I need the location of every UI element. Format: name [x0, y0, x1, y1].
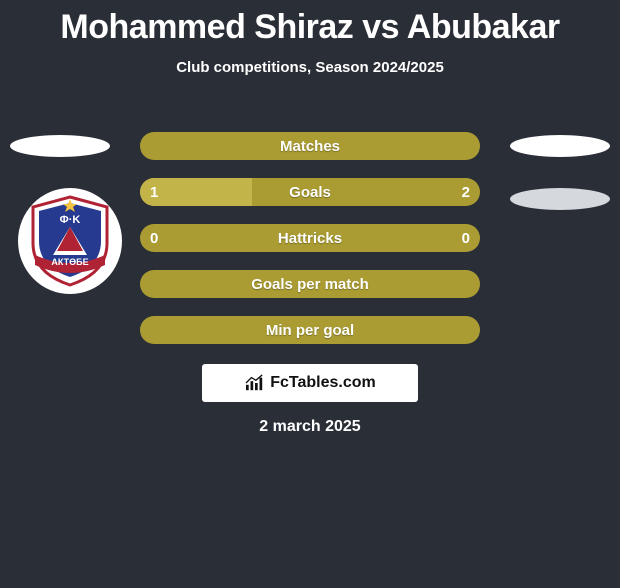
stat-label: Goals per match [140, 270, 480, 298]
player-left-ellipse [10, 135, 110, 157]
player-right-ellipse-top [510, 135, 610, 157]
stat-label: Hattricks [140, 224, 480, 252]
page-title: Mohammed Shiraz vs Abubakar [0, 8, 620, 47]
stat-bar-min-per-goal: Min per goal [140, 316, 480, 344]
date-label: 2 march 2025 [0, 418, 620, 436]
stat-right-value: 2 [462, 178, 470, 206]
svg-text:АКТӨБЕ: АКТӨБЕ [51, 257, 88, 267]
stat-label: Goals [140, 178, 480, 206]
stat-bar-matches: Matches [140, 132, 480, 160]
stat-bar-hattricks: 0 Hattricks 0 [140, 224, 480, 252]
stat-right-value: 0 [462, 224, 470, 252]
page-subtitle: Club competitions, Season 2024/2025 [0, 59, 620, 76]
bar-chart-icon [244, 374, 266, 392]
stat-label: Matches [140, 132, 480, 160]
stat-bar-goals: 1 Goals 2 [140, 178, 480, 206]
stat-bar-goals-per-match: Goals per match [140, 270, 480, 298]
svg-text:Φ·K: Φ·K [60, 214, 81, 226]
brand-box[interactable]: FcTables.com [202, 364, 418, 402]
club-shield-icon: Φ·K АКТӨБЕ [27, 195, 113, 287]
stats-column: Matches 1 Goals 2 0 Hattricks 0 Goals pe… [140, 132, 480, 344]
club-logo: Φ·K АКТӨБЕ [18, 188, 122, 294]
player-right-ellipse-bottom [510, 188, 610, 210]
brand-text: FcTables.com [270, 374, 376, 392]
stat-label: Min per goal [140, 316, 480, 344]
